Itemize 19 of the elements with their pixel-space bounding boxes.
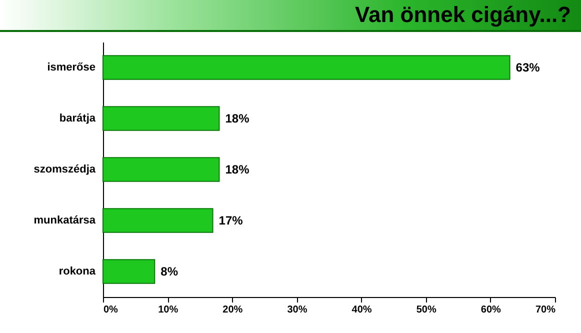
x-tick-label: 20% — [222, 304, 243, 316]
x-tick-label: 0% — [104, 304, 118, 316]
y-tick-label: ismerőse — [47, 62, 96, 74]
y-tick-label: szomszédja — [34, 164, 96, 176]
y-tick-label: rokona — [58, 266, 96, 278]
x-tick-label: 50% — [416, 304, 436, 316]
data-label: 18% — [225, 162, 250, 176]
data-label: 63% — [516, 60, 540, 74]
data-label: 18% — [225, 112, 250, 126]
chart-title: Van önnek cigány...? — [0, 0, 581, 32]
x-tick-label: 70% — [535, 304, 556, 316]
data-label: 17% — [218, 214, 244, 228]
y-tick-label: barátja — [59, 112, 96, 124]
x-tick-label: 10% — [158, 304, 178, 316]
x-tick-label: 60% — [480, 304, 502, 316]
y-tick-label: munkatársa — [34, 214, 96, 226]
x-tick-label: 40% — [352, 304, 372, 316]
x-tick-label: 30% — [287, 304, 308, 316]
data-label: 8% — [160, 264, 178, 278]
